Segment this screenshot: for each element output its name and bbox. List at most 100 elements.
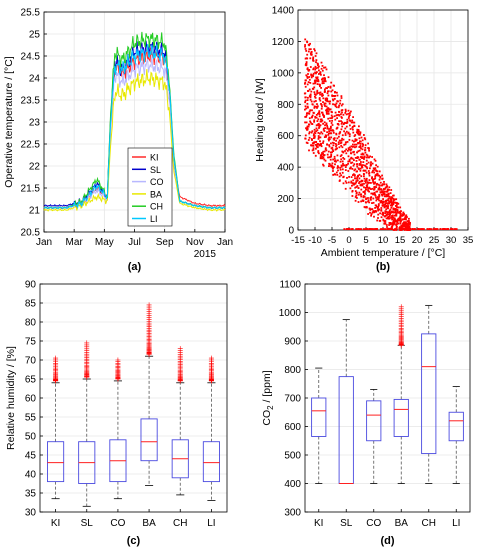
scatter-point (335, 106, 338, 109)
scatter-point (313, 93, 316, 95)
scatter-point (407, 221, 410, 224)
scatter-point (381, 174, 383, 177)
scatter-point (312, 134, 315, 137)
scatter-point (344, 187, 347, 190)
scatter-point (331, 151, 333, 154)
box-li (202, 441, 220, 483)
scatter-point (375, 196, 377, 199)
scatter-point (334, 105, 337, 108)
scatter-point (390, 211, 392, 214)
scatter-point (310, 100, 313, 103)
scatter-point (388, 211, 391, 213)
scatter-point (351, 146, 354, 148)
y-tick-label: 800 (284, 365, 301, 376)
scatter-point (394, 228, 396, 230)
scatter-point (360, 180, 363, 183)
scatter-point (372, 210, 375, 213)
scatter-point (305, 74, 308, 77)
scatter-point (392, 219, 395, 222)
scatter-point (314, 96, 317, 99)
scatter-point (329, 86, 332, 89)
scatter-point (347, 181, 350, 184)
scatter-point (443, 228, 446, 230)
scatter-point (436, 228, 438, 230)
scatter-point (376, 198, 378, 200)
scatter-point (304, 108, 306, 111)
scatter-point (339, 179, 341, 182)
scatter-point (313, 105, 316, 108)
scatter-point (318, 143, 321, 146)
scatter-point (315, 127, 318, 130)
scatter-point (328, 108, 331, 111)
scatter-point (323, 158, 326, 161)
scatter-point (331, 146, 334, 149)
scatter-point (320, 67, 323, 70)
scatter-point (364, 169, 367, 172)
scatter-point (399, 217, 401, 220)
scatter-point (345, 125, 348, 128)
scatter-point (360, 200, 362, 203)
scatter-point (388, 214, 391, 217)
scatter-point (344, 110, 347, 112)
scatter-point (306, 99, 309, 101)
x-tick-label: Jan (217, 237, 233, 248)
scatter-point (309, 93, 312, 96)
scatter-point (304, 44, 306, 46)
scatter-point (323, 121, 326, 124)
scatter-point (340, 95, 343, 97)
scatter-point (386, 188, 389, 191)
scatter-point (348, 135, 351, 138)
x-tick-label: 30 (446, 235, 457, 246)
scatter-point (328, 165, 330, 167)
scatter-point (324, 97, 327, 100)
scatter-point (358, 125, 360, 128)
scatter-point (380, 199, 383, 202)
outlier-co (115, 357, 121, 363)
scatter-point (380, 209, 383, 211)
scatter-point (336, 154, 339, 157)
scatter-point (330, 165, 333, 168)
panel-label-c: (c) (127, 535, 141, 547)
scatter-point (366, 167, 369, 170)
scatter-point (317, 118, 320, 121)
scatter-point (347, 112, 350, 115)
scatter-point (313, 100, 316, 103)
scatter-point (433, 228, 435, 230)
scatter-point (304, 116, 307, 118)
scatter-point (359, 131, 362, 134)
scatter-point (360, 184, 362, 187)
scatter-point (345, 182, 348, 184)
scatter-point (399, 216, 402, 219)
legend-box (127, 147, 173, 227)
scatter-point (348, 133, 351, 136)
scatter-point (337, 106, 340, 109)
scatter-point (384, 187, 387, 190)
scatter-point (402, 222, 405, 225)
y-axis-label-main: CO (261, 410, 273, 426)
scatter-point (336, 114, 339, 116)
scatter-point (379, 175, 382, 178)
scatter-point (309, 82, 312, 84)
scatter-point (381, 228, 383, 230)
scatter-point (342, 151, 345, 154)
scatter-point (385, 200, 387, 202)
scatter-point (373, 191, 376, 194)
scatter-point (401, 227, 404, 229)
x-tick-label: -15 (291, 235, 305, 246)
scatter-point (409, 224, 411, 226)
scatter-point (363, 195, 366, 198)
scatter-point (319, 84, 321, 86)
scatter-point (329, 100, 331, 103)
scatter-point (332, 98, 334, 101)
scatter-point (381, 184, 383, 187)
scatter-point (349, 128, 352, 130)
scatter-point (315, 79, 318, 82)
scatter-point (395, 226, 398, 229)
scatter-point (306, 105, 309, 108)
scatter-point (359, 169, 362, 172)
scatter-point (423, 228, 425, 230)
scatter-point (364, 149, 367, 151)
scatter-point (352, 131, 355, 134)
outlier-sl (84, 340, 90, 346)
y-tick-label: 23 (29, 118, 41, 129)
